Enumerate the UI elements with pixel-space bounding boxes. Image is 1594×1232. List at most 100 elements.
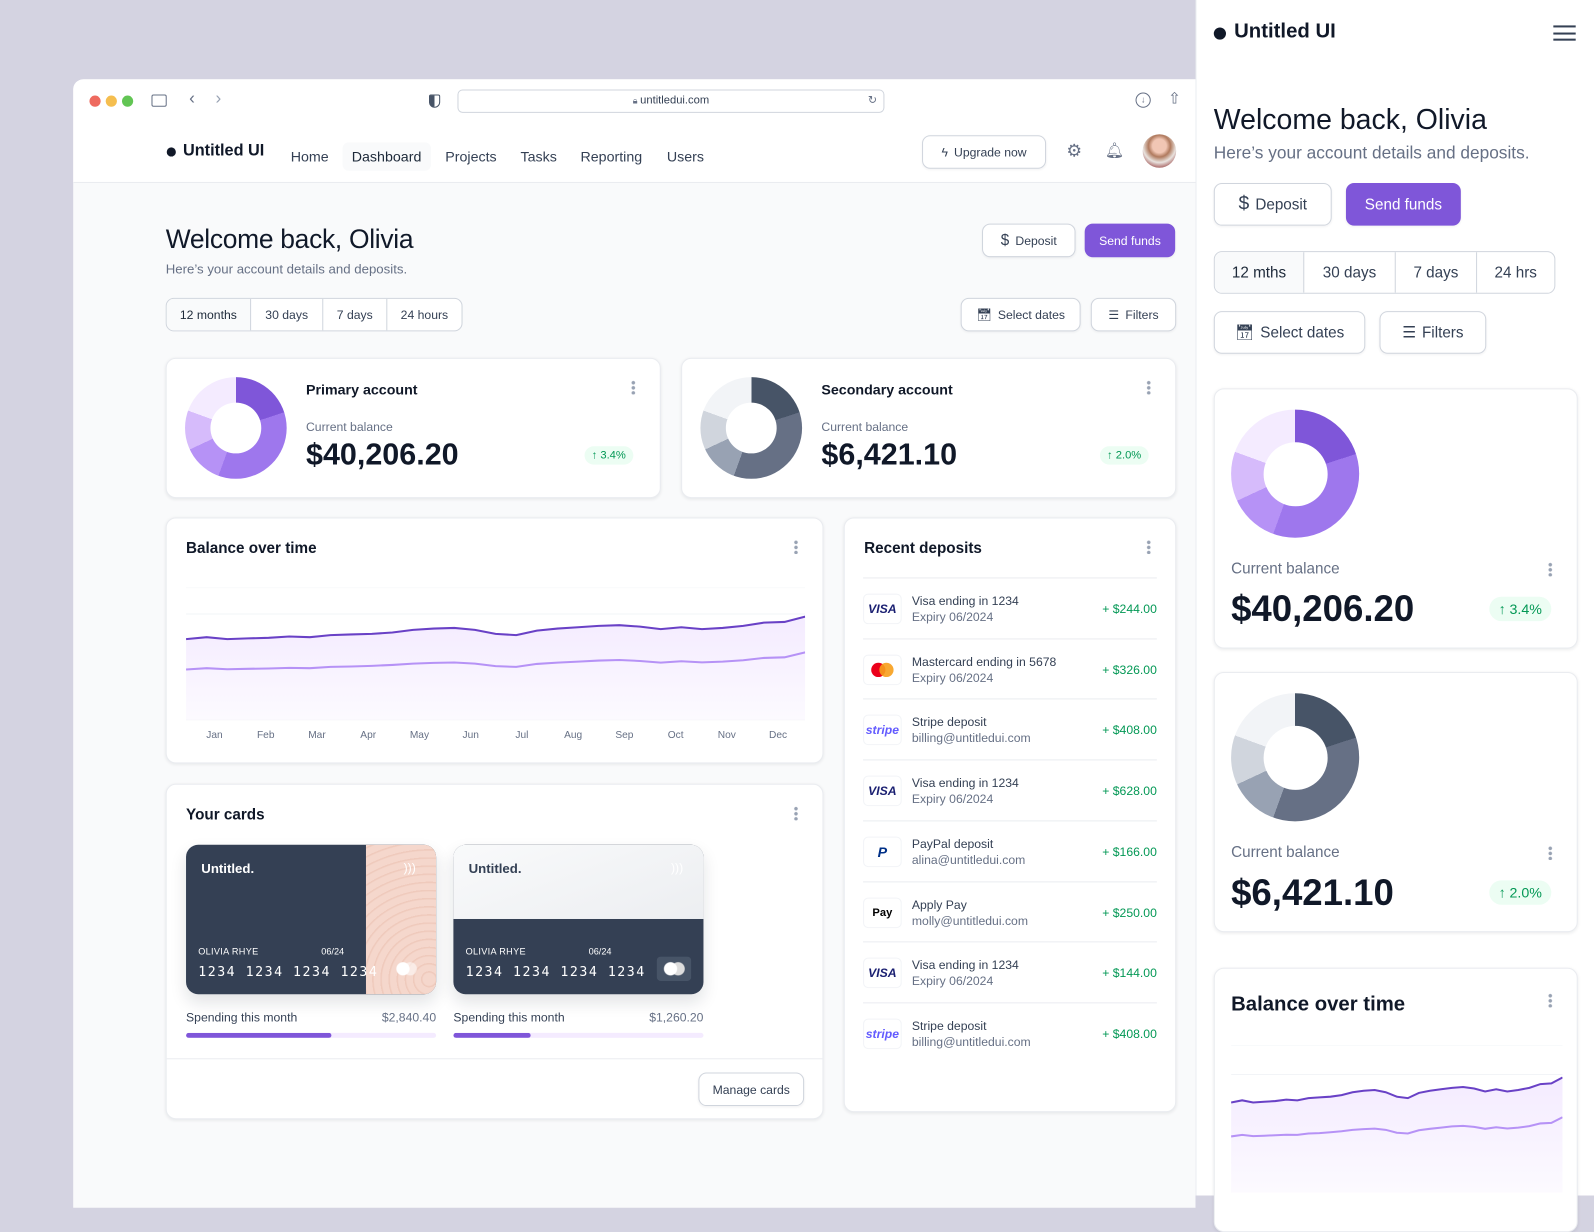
deposit-amount: + $244.00 <box>1102 601 1157 617</box>
minimize-window-button[interactable] <box>105 95 117 107</box>
tab-7-days[interactable]: 7 days <box>323 298 388 331</box>
close-window-button[interactable] <box>89 95 101 107</box>
more-vertical-icon[interactable] <box>631 380 636 395</box>
more-vertical-icon[interactable] <box>1548 993 1553 1008</box>
deposit-row[interactable]: VISA Visa ending in 1234 Expiry 06/2024 + $… <box>863 577 1157 638</box>
balance-label: Current balance <box>305 419 393 435</box>
time-range-tabs: 12 months 30 days 7 days 24 hours <box>165 297 463 332</box>
dollar-icon: $ <box>1238 193 1250 215</box>
balance-value: $6,421.10 <box>821 438 958 472</box>
recent-deposits-card: Recent deposits VISA Visa ending in 1234 E… <box>843 517 1177 1113</box>
nav-reporting[interactable]: Reporting <box>580 148 643 165</box>
more-vertical-icon[interactable] <box>1146 539 1151 555</box>
p-logo-icon: P <box>863 836 902 867</box>
reload-icon[interactable]: ↻ <box>867 94 878 107</box>
page-title: Welcome back, Olivia <box>1213 103 1487 136</box>
tab-30-days[interactable]: 30 days <box>1304 252 1396 293</box>
address-bar[interactable]: 🔒︎ untitledui.com ↻ <box>457 89 885 113</box>
manage-cards-button[interactable]: Manage cards <box>698 1072 805 1107</box>
logo-icon <box>166 147 176 157</box>
nav-dashboard[interactable]: Dashboard <box>342 142 431 171</box>
card-expiry: 06/24 <box>588 946 612 957</box>
secondary-account-card: Current balance $6,421.10 ↑ 2.0% <box>1213 671 1578 933</box>
account-name: Primary account <box>305 381 418 398</box>
spending-value: $1,260.20 <box>649 1010 704 1025</box>
x-tick-label: Mar <box>308 729 326 742</box>
deposit-row[interactable]: VISA Visa ending in 1234 Expiry 06/2024 + $… <box>863 759 1157 820</box>
deposit-button[interactable]: $ Deposit <box>982 223 1076 258</box>
tab-24-hours[interactable]: 24 hours <box>400 307 449 322</box>
deposit-detail: billing@untitledui.com <box>911 1034 1031 1049</box>
more-vertical-icon[interactable] <box>1548 845 1553 861</box>
tab-30-days[interactable]: 30 days <box>251 298 324 331</box>
card-number: 1234 1234 1234 1234 <box>198 964 379 980</box>
nav-home[interactable]: Home <box>290 148 329 165</box>
nav-projects[interactable]: Projects <box>445 148 497 165</box>
logo-text[interactable]: Untitled UI <box>1234 20 1336 43</box>
download-icon[interactable]: ↓ <box>1135 92 1151 108</box>
x-tick-label: Jan <box>206 729 223 742</box>
nav-users[interactable]: Users <box>666 148 705 165</box>
lightning-icon: ϟ <box>941 144 948 160</box>
share-icon[interactable]: ⇧ <box>1168 90 1181 108</box>
balance-label: Current balance <box>821 419 909 435</box>
send-funds-button[interactable]: Send funds <box>1084 223 1176 258</box>
credit-card[interactable]: Untitled. ))) OLIVIA RHYE 06/24 1234 123… <box>186 844 437 995</box>
deposit-row[interactable]: Pay Apply Pay molly@untitledui.com + $250.0… <box>863 880 1157 942</box>
secondary-account-card: Secondary account Current balance $6,421… <box>681 357 1177 499</box>
deposit-row[interactable]: stripe Stripe deposit billing@untitledui.c… <box>863 698 1157 760</box>
account-name: Secondary account <box>821 381 953 398</box>
balance-chart-mobile <box>1231 1045 1563 1193</box>
deposit-amount: + $408.00 <box>1102 723 1157 738</box>
logo-text[interactable]: Untitled UI <box>182 142 265 160</box>
nav-tasks[interactable]: Tasks <box>520 148 557 165</box>
sidebar-toggle-icon[interactable] <box>151 94 167 107</box>
more-vertical-icon[interactable] <box>1548 562 1553 577</box>
upgrade-button[interactable]: ϟ Upgrade now <box>922 135 1047 169</box>
change-value: 2.0% <box>1509 884 1542 901</box>
stripe-logo-icon: stripe <box>863 1018 902 1049</box>
send-funds-button[interactable]: Send funds <box>1345 182 1461 226</box>
deposit-row[interactable]: Mastercard ending in 5678 Expiry 06/2024 +… <box>863 638 1157 699</box>
filters-button[interactable]: ☰ Filters <box>1379 311 1487 354</box>
notification-bell-icon[interactable]: 🔔︎ <box>1105 142 1125 160</box>
mastercard-logo-icon <box>863 654 902 685</box>
calendar-icon: 📅︎ <box>976 307 992 322</box>
select-dates-label: Select dates <box>997 307 1066 322</box>
deposit-detail: billing@untitledui.com <box>911 731 1031 746</box>
filters-button[interactable]: ☰ Filters <box>1090 297 1177 332</box>
deposit-row[interactable]: VISA Visa ending in 1234 Expiry 06/2024 + $… <box>863 941 1157 1003</box>
visa-logo-icon: VISA <box>863 775 902 807</box>
shield-icon[interactable] <box>428 94 441 108</box>
select-dates-button[interactable]: 📅︎ Select dates <box>960 297 1081 332</box>
area-fill <box>186 616 806 720</box>
forward-icon[interactable]: › <box>215 88 222 108</box>
pay-logo-icon: Pay <box>863 897 902 928</box>
deposit-detail: Expiry 06/2024 <box>911 974 994 989</box>
tab-24-hours[interactable]: 24 hrs <box>1494 263 1537 282</box>
credit-card[interactable]: Untitled. ))) OLIVIA RHYE 06/24 1234 123… <box>453 844 704 995</box>
change-badge: ↑ 2.0% <box>1099 446 1149 465</box>
hamburger-menu-icon[interactable] <box>1553 25 1576 41</box>
more-vertical-icon[interactable] <box>1146 380 1151 395</box>
maximize-window-button[interactable] <box>121 95 134 107</box>
deposit-row[interactable]: stripe Stripe deposit billing@untitledui.c… <box>863 1002 1157 1063</box>
tab-12-months[interactable]: 12 months <box>166 298 252 331</box>
more-vertical-icon[interactable] <box>793 806 799 821</box>
deposit-row[interactable]: P PayPal deposit alina@untitledui.com + $16… <box>863 820 1157 881</box>
deposit-amount: + $628.00 <box>1102 783 1157 799</box>
arrow-up-icon: ↑ <box>1498 600 1510 618</box>
tab-12-months[interactable]: 12 mths <box>1214 252 1305 293</box>
select-dates-button[interactable]: 📅︎ Select dates <box>1213 311 1366 354</box>
more-vertical-icon[interactable] <box>793 539 799 555</box>
tab-7-days[interactable]: 7 days <box>1396 252 1478 293</box>
user-avatar[interactable] <box>1142 134 1177 168</box>
settings-gear-icon[interactable]: ⚙ <box>1066 141 1082 161</box>
deposits-title: Recent deposits <box>864 539 982 558</box>
deposit-button[interactable]: $ Deposit <box>1213 182 1332 226</box>
series-line-primary <box>1231 1076 1563 1104</box>
spending-value: $2,840.40 <box>381 1010 437 1025</box>
x-tick-label: Nov <box>717 729 736 742</box>
back-icon[interactable]: ‹ <box>189 88 195 108</box>
time-range-tabs: 12 mths 30 days 7 days 24 hrs <box>1213 251 1556 294</box>
